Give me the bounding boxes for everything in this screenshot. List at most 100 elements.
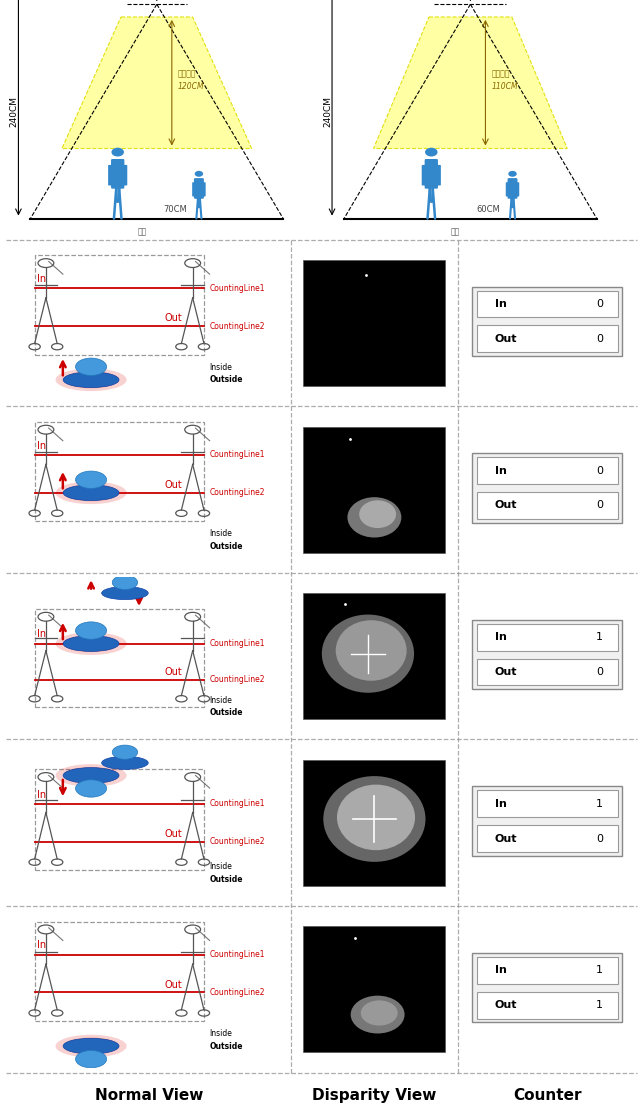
Text: 1: 1 (596, 966, 603, 976)
Ellipse shape (71, 769, 111, 782)
Circle shape (111, 147, 124, 156)
Text: Normal View: Normal View (95, 1088, 203, 1104)
Text: 1: 1 (596, 632, 603, 642)
Text: CountingLine2: CountingLine2 (210, 488, 265, 497)
Circle shape (76, 1050, 107, 1068)
Circle shape (76, 779, 107, 797)
Text: 1: 1 (596, 1000, 603, 1010)
Circle shape (112, 575, 138, 590)
FancyBboxPatch shape (472, 786, 622, 856)
Ellipse shape (63, 372, 119, 388)
Text: In: In (495, 798, 507, 808)
Text: Outside: Outside (210, 1041, 243, 1050)
Text: Inside: Inside (210, 530, 232, 539)
Ellipse shape (71, 374, 111, 386)
Circle shape (78, 1039, 104, 1054)
Ellipse shape (348, 497, 401, 537)
Bar (303, 759, 445, 885)
Text: 0: 0 (596, 333, 603, 343)
Text: Out: Out (495, 333, 518, 343)
Text: In: In (495, 966, 507, 976)
Text: Out: Out (164, 481, 182, 489)
Text: In: In (38, 274, 47, 284)
Text: Inside: Inside (210, 1029, 232, 1038)
Text: In: In (495, 466, 507, 476)
FancyBboxPatch shape (508, 178, 518, 198)
FancyBboxPatch shape (477, 326, 618, 352)
Text: 1: 1 (596, 798, 603, 808)
Text: Out: Out (495, 501, 518, 511)
Ellipse shape (63, 1038, 119, 1055)
Text: Outside: Outside (210, 708, 243, 717)
Text: Out: Out (495, 834, 518, 844)
Ellipse shape (63, 636, 119, 651)
Text: Disparity View: Disparity View (312, 1088, 436, 1104)
Ellipse shape (63, 485, 119, 501)
FancyBboxPatch shape (477, 492, 618, 518)
Ellipse shape (71, 1039, 111, 1053)
FancyBboxPatch shape (477, 291, 618, 318)
Ellipse shape (71, 486, 111, 500)
Ellipse shape (63, 1038, 119, 1054)
Ellipse shape (359, 501, 396, 529)
Text: CountingLine2: CountingLine2 (210, 837, 265, 846)
Text: CountingLine1: CountingLine1 (210, 799, 265, 808)
Text: In: In (38, 789, 47, 799)
Ellipse shape (351, 996, 404, 1034)
FancyBboxPatch shape (472, 287, 622, 356)
Text: Out: Out (164, 980, 182, 990)
Text: CountingLine1: CountingLine1 (210, 450, 265, 459)
FancyBboxPatch shape (122, 165, 127, 185)
Text: CountingLine2: CountingLine2 (210, 676, 265, 685)
Text: CountingLine2: CountingLine2 (210, 988, 265, 997)
Bar (303, 927, 445, 1053)
Polygon shape (374, 17, 567, 148)
Text: In: In (38, 440, 47, 450)
Text: Outside: Outside (210, 542, 243, 551)
FancyBboxPatch shape (472, 454, 622, 523)
Circle shape (78, 486, 104, 500)
FancyBboxPatch shape (422, 165, 427, 185)
Ellipse shape (71, 637, 111, 650)
Text: Out: Out (164, 667, 182, 677)
FancyBboxPatch shape (477, 991, 618, 1018)
Text: 0: 0 (596, 466, 603, 476)
Ellipse shape (63, 767, 119, 784)
Text: CountingLine1: CountingLine1 (210, 284, 265, 293)
Text: Inside: Inside (210, 362, 232, 371)
Text: 60CM: 60CM (476, 205, 500, 214)
FancyBboxPatch shape (202, 182, 205, 196)
FancyBboxPatch shape (192, 182, 196, 196)
Ellipse shape (56, 764, 127, 787)
Bar (303, 260, 445, 386)
FancyBboxPatch shape (477, 457, 618, 484)
Circle shape (76, 471, 107, 488)
Ellipse shape (323, 776, 426, 862)
Bar (303, 427, 445, 553)
Ellipse shape (336, 620, 406, 681)
FancyBboxPatch shape (472, 953, 622, 1022)
FancyBboxPatch shape (35, 921, 204, 1021)
Text: 240CM: 240CM (323, 96, 332, 127)
Text: CountingLine1: CountingLine1 (210, 950, 265, 959)
Text: Out: Out (495, 1000, 518, 1010)
Text: 检测区域: 检测区域 (178, 70, 196, 79)
Circle shape (425, 147, 438, 156)
Text: 70CM: 70CM (163, 205, 187, 214)
FancyBboxPatch shape (477, 659, 618, 686)
Text: Out: Out (495, 667, 518, 677)
Ellipse shape (63, 767, 119, 783)
Text: Outside: Outside (210, 875, 243, 884)
Text: 240CM: 240CM (10, 96, 19, 127)
Ellipse shape (56, 482, 127, 504)
Text: 25CM: 25CM (166, 0, 191, 1)
Text: In: In (38, 940, 47, 950)
Text: 0: 0 (596, 299, 603, 309)
Text: 地面: 地面 (451, 227, 460, 236)
Text: Counter: Counter (513, 1088, 582, 1104)
Text: 0: 0 (596, 667, 603, 677)
Circle shape (76, 622, 107, 639)
Text: Out: Out (164, 828, 182, 838)
Ellipse shape (102, 756, 148, 769)
Ellipse shape (63, 371, 119, 388)
